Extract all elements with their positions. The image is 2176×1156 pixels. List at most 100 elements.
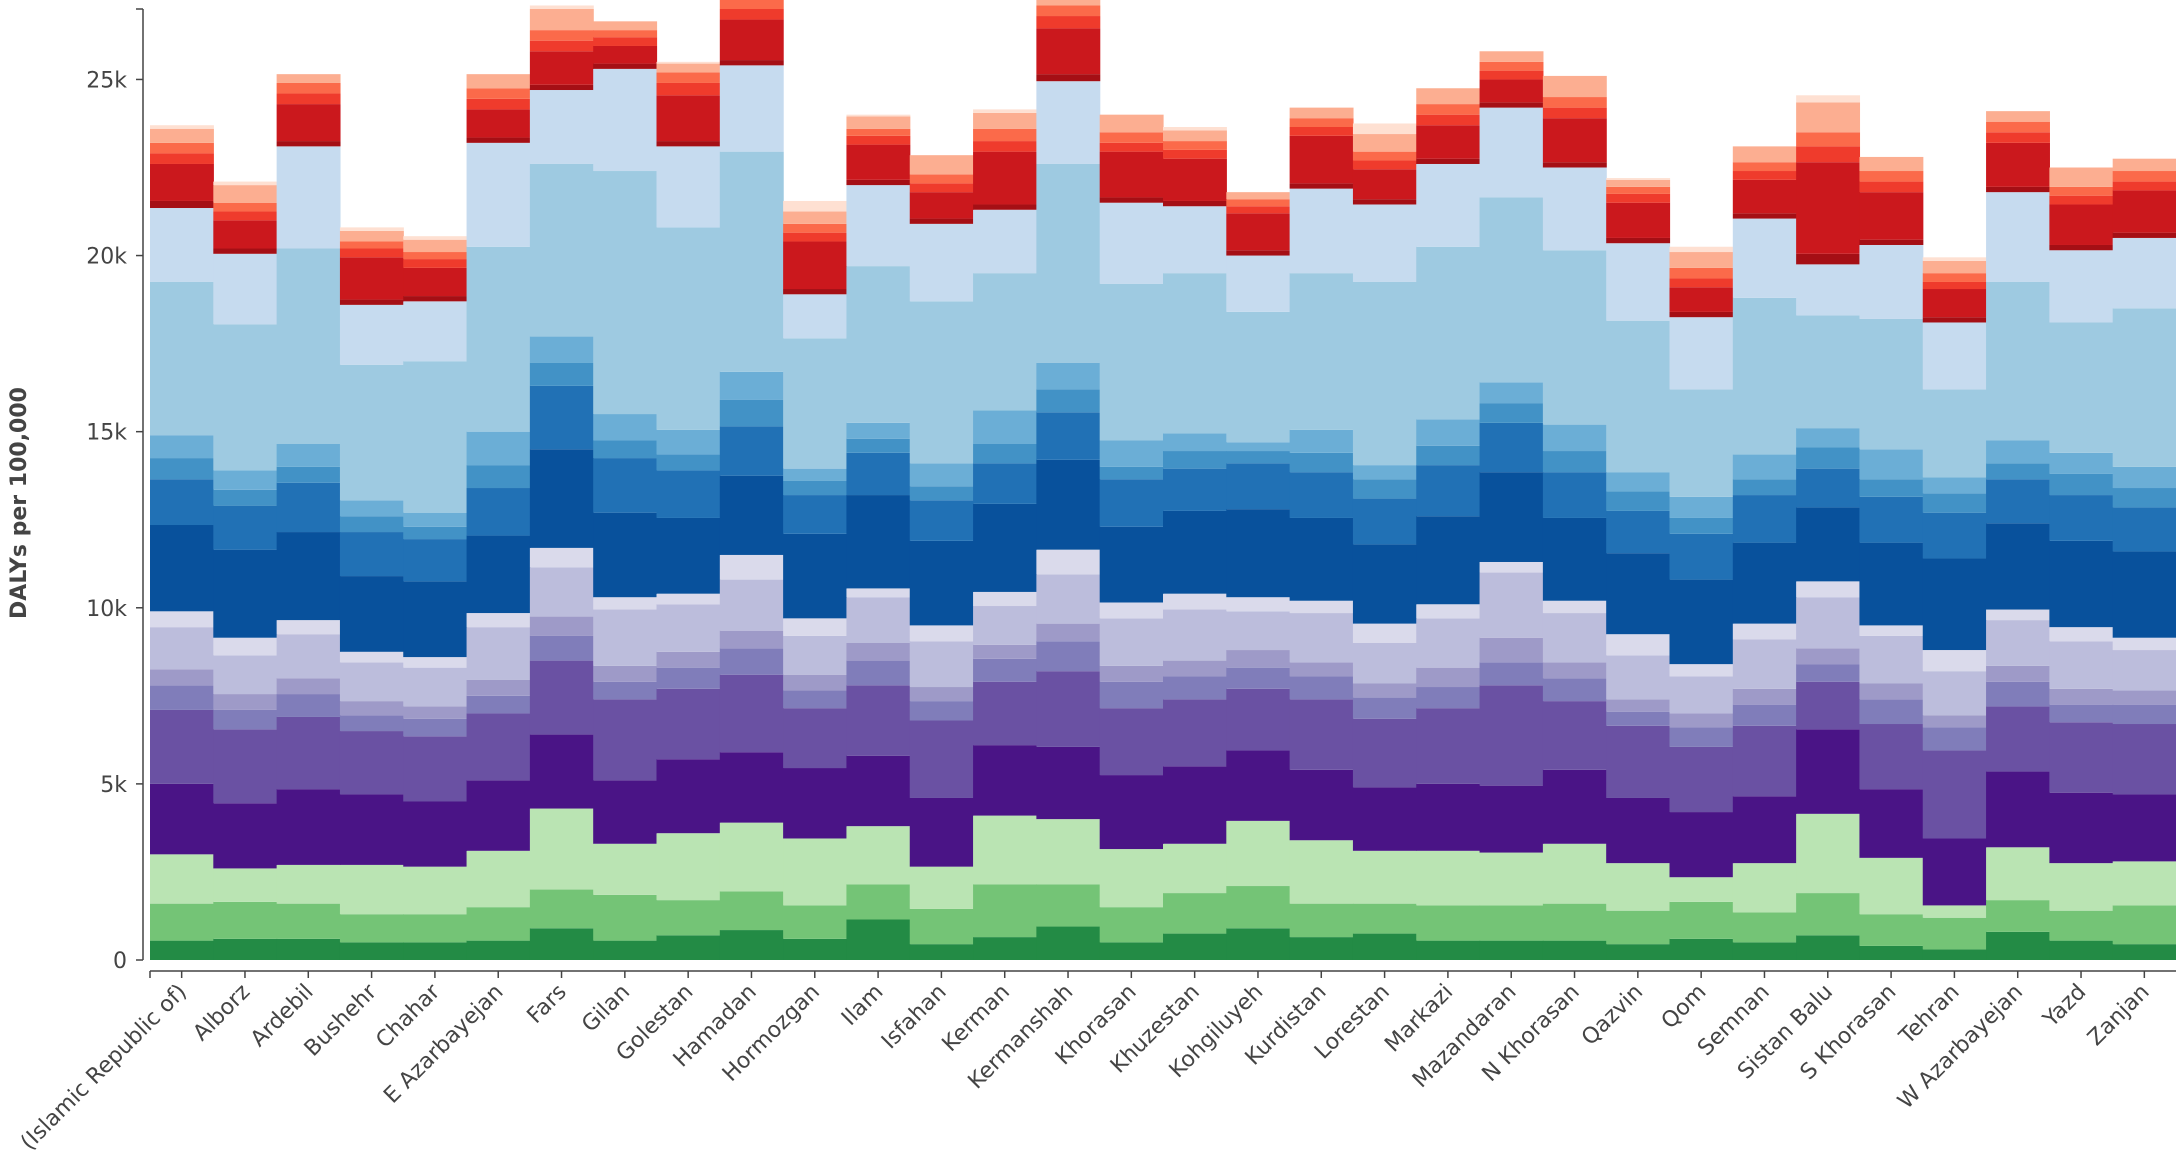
bar-segment-15-13	[1099, 283, 1164, 441]
bar-segment-9-11	[719, 399, 784, 427]
bar-segment-26-16	[1796, 162, 1861, 254]
bar-segment-15-1	[1099, 907, 1164, 943]
bar-segment-7-7	[593, 609, 658, 666]
bar-segment-24-16	[1669, 287, 1734, 312]
bar-segment-0-19	[150, 128, 214, 143]
bar-segment-3-8	[339, 651, 404, 663]
bar-segment-23-1	[1606, 910, 1671, 945]
bar-segment-18-3	[1289, 769, 1354, 841]
bar-segment-6-11	[529, 362, 594, 386]
bar-segment-23-20	[1606, 178, 1671, 180]
bar-segment-28-4	[1922, 750, 1987, 839]
bar-segment-7-9	[593, 512, 658, 598]
bar-segment-22-2	[1542, 843, 1607, 904]
bar-segment-29-17	[1986, 132, 2050, 143]
bar-segment-4-16	[403, 267, 468, 297]
bar-segment-24-18	[1669, 267, 1734, 279]
bar-segment-14-7	[1036, 574, 1101, 624]
bar-segment-28-1	[1922, 917, 1987, 950]
x-tick-label: Zanjan	[2083, 980, 2154, 1051]
bar-segment-16-14	[1163, 206, 1227, 274]
bar-segment-18-8	[1289, 600, 1354, 614]
bar-segment-0-18	[150, 142, 214, 154]
bar-segment-11-7	[846, 597, 911, 643]
bar-segment-8-19	[656, 63, 721, 73]
bar-segment-27-11	[1859, 479, 1924, 497]
bar-segment-15-3	[1099, 775, 1164, 850]
bar-segment-22-16	[1542, 118, 1607, 163]
bar-segment-25-15	[1732, 213, 1797, 219]
bar-segment-28-19	[1922, 260, 1987, 274]
bar-segment-26-19	[1796, 102, 1861, 133]
bar-segment-31-0	[2112, 944, 2176, 960]
bar-segment-20-19	[1416, 88, 1481, 105]
bar-segment-13-3	[973, 745, 1037, 816]
bar-segment-16-4	[1163, 699, 1227, 767]
bar-segment-15-16	[1099, 151, 1164, 198]
bar-segment-26-17	[1796, 146, 1861, 163]
bar-segment-11-10	[846, 452, 911, 496]
bar-segment-4-6	[403, 706, 468, 719]
bars-layer	[150, 0, 2176, 960]
bar-segment-3-15	[339, 299, 404, 305]
bar-segment-11-8	[846, 588, 911, 598]
bar-segment-12-16	[909, 192, 974, 219]
bar-segment-26-20	[1796, 95, 1861, 103]
bar-segment-6-1	[529, 889, 594, 929]
bar-segment-22-0	[1542, 940, 1607, 960]
bar-segment-22-19	[1542, 75, 1607, 98]
bar-segment-17-10	[1226, 463, 1291, 510]
bar-segment-5-17	[466, 98, 531, 110]
bar-segment-15-12	[1099, 440, 1164, 467]
bar-segment-29-18	[1986, 121, 2050, 133]
bar-segment-20-10	[1416, 465, 1481, 517]
bar-segment-10-1	[783, 905, 848, 939]
bar-segment-11-5	[846, 660, 911, 686]
bar-segment-21-14	[1479, 107, 1544, 198]
bar-segment-19-8	[1352, 623, 1417, 643]
bar-segment-8-13	[656, 227, 721, 430]
bar-segment-29-9	[1986, 523, 2050, 610]
bar-segment-4-11	[403, 526, 468, 540]
bar-segment-4-9	[403, 581, 468, 658]
bar-segment-11-6	[846, 643, 911, 661]
bar-segment-15-18	[1099, 132, 1164, 143]
bar-segment-1-0	[213, 938, 278, 960]
bar-segment-27-8	[1859, 625, 1924, 636]
bar-segment-19-18	[1352, 151, 1417, 161]
bar-segment-10-14	[783, 294, 848, 339]
x-tick-label: Gilan	[577, 980, 635, 1038]
bar-segment-24-9	[1669, 579, 1734, 665]
bar-segment-25-7	[1732, 639, 1797, 689]
bar-segment-31-11	[2112, 488, 2176, 508]
bar-segment-4-13	[403, 361, 468, 513]
bar-segment-16-5	[1163, 676, 1227, 700]
bar-segment-12-8	[909, 625, 974, 642]
bar-segment-10-12	[783, 468, 848, 481]
bar-segment-2-6	[276, 678, 341, 695]
bar-segment-6-13	[529, 163, 594, 337]
bar-segment-21-5	[1479, 662, 1544, 686]
bar-segment-28-5	[1922, 727, 1987, 751]
bar-segment-18-4	[1289, 699, 1354, 770]
bar-segment-27-5	[1859, 699, 1924, 725]
bar-segment-30-5	[2049, 704, 2114, 723]
bar-segment-27-16	[1859, 192, 1924, 240]
bar-segment-13-2	[973, 815, 1037, 885]
bar-segment-3-7	[339, 662, 404, 702]
bar-segment-23-18	[1606, 186, 1671, 194]
bar-segment-5-13	[466, 246, 531, 432]
bar-segment-25-17	[1732, 171, 1797, 180]
bar-segment-27-13	[1859, 318, 1924, 450]
bar-segment-6-20	[529, 5, 594, 9]
bar-segment-2-17	[276, 93, 341, 105]
bar-segment-0-1	[150, 903, 214, 941]
bar-segment-13-14	[973, 209, 1037, 274]
bar-segment-22-4	[1542, 701, 1607, 770]
bar-segment-16-19	[1163, 130, 1227, 142]
bar-segment-24-12	[1669, 496, 1734, 518]
bar-segment-2-4	[276, 716, 341, 790]
bar-segment-30-6	[2049, 688, 2114, 705]
bar-segment-10-10	[783, 495, 848, 534]
bar-segment-18-17	[1289, 126, 1354, 136]
